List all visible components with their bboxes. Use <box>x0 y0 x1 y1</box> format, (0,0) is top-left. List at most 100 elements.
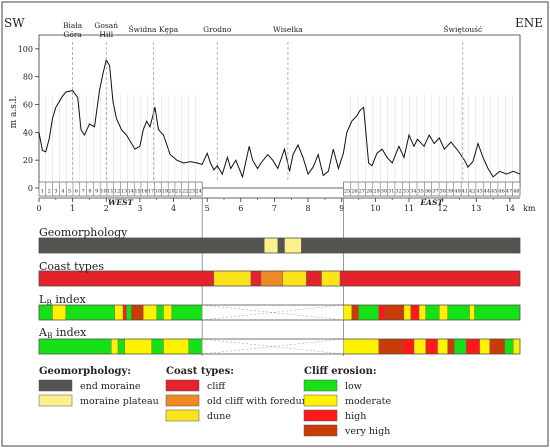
bar-segment-moderate <box>163 338 189 355</box>
place-label: Grodno <box>203 25 232 34</box>
section-number: 4 <box>61 189 64 195</box>
bar-segment-high <box>378 304 386 321</box>
bar-segment-high <box>410 304 420 321</box>
y-tick-label: 20 <box>23 156 33 165</box>
section-number: 43 <box>476 189 482 195</box>
west-label: WEST <box>108 198 135 207</box>
section-number: 14 <box>128 189 134 195</box>
bar-segment-very-high <box>489 338 506 355</box>
bar-segment-low <box>156 304 164 321</box>
bar-segment-low <box>454 338 467 355</box>
legend-very-high-label: very high <box>344 426 390 437</box>
legend-dune-label: dune <box>207 411 231 422</box>
bar-segment-low <box>38 338 112 355</box>
coast-types-bar-label: Coast types <box>39 260 104 273</box>
section-number: 23 <box>189 189 195 195</box>
place-label-line2: Góra <box>63 30 82 39</box>
bar-segment-low <box>117 338 125 355</box>
km-tick-label: 3 <box>137 204 142 213</box>
bar-segment-cliff <box>38 270 215 287</box>
section-number: 44 <box>484 189 490 195</box>
bar-segment-low <box>474 304 521 321</box>
km-tick-label: 12 <box>438 204 448 213</box>
legend-old-cliff-label: old cliff with foredune <box>207 396 314 407</box>
legend-moderate-label: moderate <box>345 396 391 407</box>
bar-segment-moraine-plateau <box>264 237 279 254</box>
bar-segment-dune <box>282 270 307 287</box>
section-number: 11 <box>107 189 113 195</box>
section-number: 36 <box>425 189 431 195</box>
bar-segment-low <box>504 338 514 355</box>
legend-cliff-erosion-title: Cliff erosion: <box>304 366 377 377</box>
y-tick-label: 40 <box>23 128 33 137</box>
lb-index-bar-label: LB index <box>39 293 86 307</box>
bar-segment-high <box>465 338 480 355</box>
bar-segment-moderate <box>439 304 448 321</box>
section-number: 21 <box>175 189 181 195</box>
legend-geomorphology-title: Geomorphology: <box>39 366 131 377</box>
bar-segment-moderate <box>114 304 124 321</box>
y-tick-label: 60 <box>23 101 33 110</box>
section-number: 27 <box>359 189 365 195</box>
bar-segment-low <box>126 304 132 321</box>
section-number: 24 <box>196 189 202 195</box>
bar-segment-end-moraine <box>38 237 265 254</box>
legend-very-high-swatch <box>303 424 338 437</box>
place-label: Gosań <box>94 21 118 30</box>
bar-segment-very-high <box>447 338 455 355</box>
place-label: Biała <box>63 21 83 30</box>
section-number: 17 <box>148 189 154 195</box>
section-number: 20 <box>168 189 174 195</box>
section-number: 30 <box>381 189 387 195</box>
km-tick-label: 2 <box>104 204 109 213</box>
legend-coast-types-title: Coast types: <box>166 366 234 377</box>
bar-outline <box>38 338 521 355</box>
legend-end-moraine-swatch <box>38 379 73 392</box>
bar-segment-low <box>38 304 53 321</box>
bar-segment-moderate <box>403 304 411 321</box>
legend-moraine-plateau-label: moraine plateau <box>80 396 159 407</box>
legend-dune-swatch <box>165 409 200 422</box>
lb-label-main: L <box>39 293 47 306</box>
bar-segment-dune <box>321 270 341 287</box>
bar-segment-moderate <box>418 304 427 321</box>
km-tick-label: 5 <box>205 204 210 213</box>
section-number: 31 <box>388 189 394 195</box>
bar-segment-low <box>358 304 379 321</box>
y-tick-label: 80 <box>23 73 33 82</box>
section-number: 19 <box>162 189 168 195</box>
bar-segment-very-high <box>378 338 403 355</box>
bar-outline <box>38 270 521 287</box>
bar-segment-cliff <box>339 270 521 287</box>
section-number: 46 <box>498 189 504 195</box>
elevation-line <box>38 58 521 179</box>
section-number: 47 <box>506 189 512 195</box>
section-number: 34 <box>410 189 416 195</box>
km-tick-label: 1 <box>70 204 75 213</box>
bar-segment-low <box>171 304 203 321</box>
ab-label-main: A <box>38 326 48 339</box>
section-number: 41 <box>462 189 468 195</box>
legend: Geomorphology: end moraine moraine plate… <box>38 366 391 437</box>
bar-segment-moderate <box>437 338 448 355</box>
legend-moderate-swatch <box>303 394 338 407</box>
km-tick-label: 14 <box>505 204 515 213</box>
bar-segment-low <box>447 304 470 321</box>
bar-segment-cliff <box>306 270 322 287</box>
legend-cliff-label: cliff <box>207 381 226 392</box>
bar-outline <box>38 237 521 254</box>
section-number: 2 <box>48 189 51 195</box>
section-number: 15 <box>134 189 140 195</box>
km-tick-label: 7 <box>272 204 277 213</box>
place-label: Wisełka <box>273 25 303 34</box>
y-tick-label: 100 <box>18 45 33 54</box>
bar-segment-high <box>402 338 415 355</box>
legend-high-swatch <box>303 409 338 422</box>
bar-segment-very-high <box>385 304 405 321</box>
bar-segment-moderate <box>52 304 67 321</box>
km-tick-label: 6 <box>238 204 243 213</box>
section-number: 35 <box>417 189 423 195</box>
